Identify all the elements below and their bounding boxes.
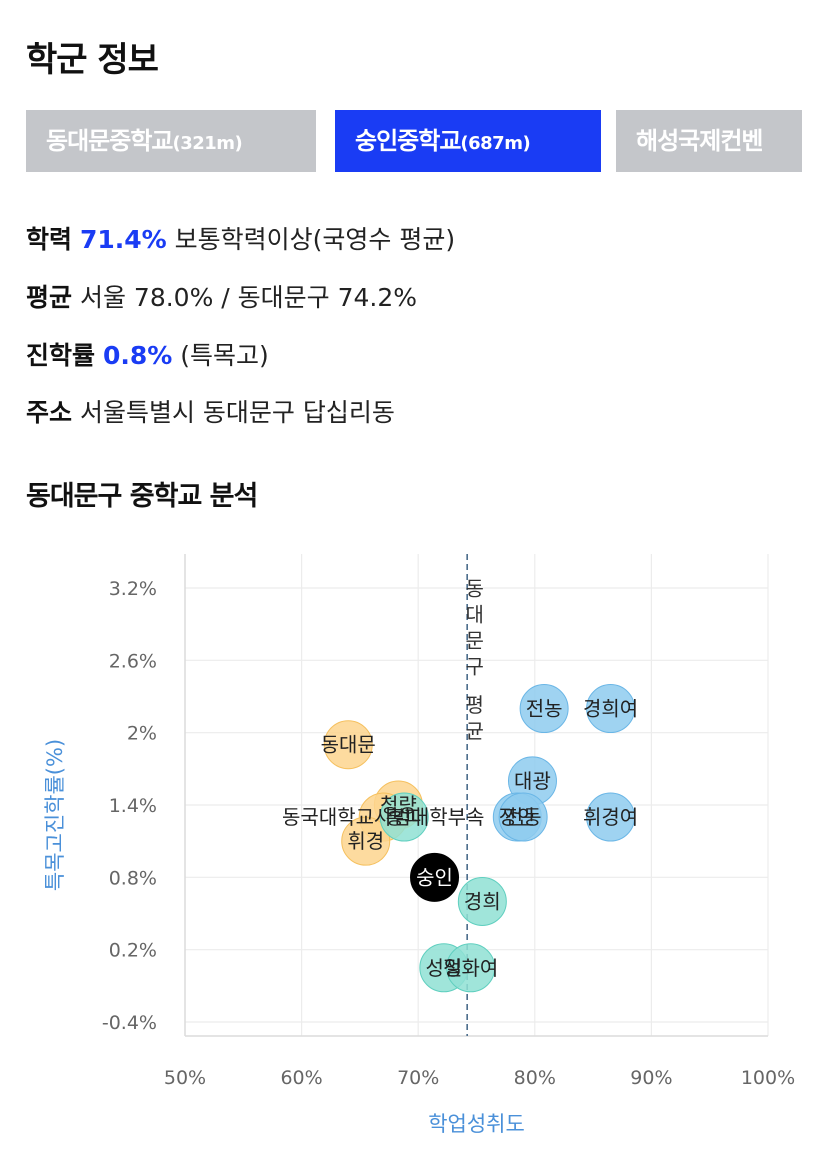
data-point[interactable] bbox=[341, 816, 391, 866]
data-point-label: 대광 bbox=[514, 769, 551, 793]
address-label: 주소 bbox=[26, 398, 73, 427]
data-point[interactable] bbox=[323, 720, 373, 770]
data-point[interactable] bbox=[519, 684, 569, 734]
data-point-label: 전동 bbox=[505, 805, 542, 829]
tab-haesung-international[interactable]: 해성국제컨벤 bbox=[616, 110, 802, 172]
y-tick-label: -0.4% bbox=[102, 1012, 157, 1034]
tab-dongdaemun-middle[interactable]: 동대문중학교(321m) bbox=[26, 110, 316, 172]
data-point[interactable] bbox=[498, 792, 548, 842]
data-point-label: 장안 bbox=[499, 805, 536, 829]
data-point-label: 홍파 bbox=[386, 805, 423, 829]
tab-school-name: 해성국제컨벤 bbox=[636, 127, 763, 155]
x-tick-label: 70% bbox=[397, 1067, 439, 1089]
y-tick-label: 3.2% bbox=[109, 578, 157, 600]
data-point-label: 경희여 bbox=[583, 697, 638, 721]
academic-desc: 보통학력이상(국영수 평균) bbox=[174, 225, 456, 254]
y-axis-title: 특목고진학률(%) bbox=[43, 739, 67, 891]
data-point-label: 숭인 bbox=[416, 865, 453, 889]
advancement-value: 0.8% bbox=[102, 341, 173, 370]
data-point[interactable] bbox=[446, 943, 496, 993]
address-row: 주소 서울특별시 동대문구 답십리동 bbox=[26, 393, 395, 429]
average-label: 평균 bbox=[26, 283, 73, 312]
section-title: 동대문구 중학교 분석 bbox=[26, 481, 258, 512]
data-point-label: 동국대학교사범대학부속 bbox=[282, 805, 484, 829]
academic-row: 학력 71.4% 보통학력이상(국영수 평균) bbox=[26, 220, 455, 256]
x-tick-label: 80% bbox=[514, 1067, 556, 1089]
data-point-label: 전농 bbox=[526, 697, 563, 721]
y-tick-label: 0.2% bbox=[109, 940, 157, 962]
tab-school-distance: (687m) bbox=[460, 133, 531, 154]
x-tick-label: 100% bbox=[741, 1067, 795, 1089]
x-tick-label: 50% bbox=[164, 1067, 206, 1089]
data-point-label: 정화여 bbox=[443, 956, 498, 980]
academic-value: 71.4% bbox=[79, 225, 167, 254]
tab-school-distance: (321m) bbox=[172, 133, 243, 154]
advancement-label: 진학률 bbox=[26, 341, 96, 370]
data-point-label: 성일 bbox=[425, 956, 462, 980]
school-tabs: 동대문중학교(321m) 숭인중학교(687m) 해성국제컨벤 bbox=[26, 110, 802, 172]
y-tick-label: 0.8% bbox=[109, 867, 157, 889]
data-point[interactable] bbox=[379, 792, 429, 842]
data-point[interactable] bbox=[410, 852, 460, 902]
district-average-label: 동대문구 평균 bbox=[461, 578, 485, 746]
data-point-label: 휘경 bbox=[347, 829, 384, 853]
data-point[interactable] bbox=[586, 792, 636, 842]
x-axis-title: 학업성취도 bbox=[428, 1112, 525, 1136]
tab-school-name: 숭인중학교 bbox=[355, 127, 461, 155]
advancement-row: 진학률 0.8% (특목고) bbox=[26, 336, 269, 372]
tab-sungin-middle[interactable]: 숭인중학교(687m) bbox=[335, 110, 601, 172]
average-text: 서울 78.0% / 동대문구 74.2% bbox=[79, 283, 418, 312]
data-point-label: 동대문 bbox=[321, 733, 376, 757]
data-point[interactable] bbox=[457, 876, 507, 926]
y-tick-label: 2% bbox=[127, 723, 157, 745]
address-text: 서울특별시 동대문구 답십리동 bbox=[79, 398, 395, 427]
advancement-desc: (특목고) bbox=[180, 341, 269, 370]
page-title: 학군 정보 bbox=[26, 40, 159, 80]
x-tick-label: 90% bbox=[630, 1067, 672, 1089]
y-tick-label: 1.4% bbox=[109, 795, 157, 817]
x-tick-label: 60% bbox=[280, 1067, 322, 1089]
academic-label: 학력 bbox=[26, 225, 73, 254]
data-point-label: 휘경여 bbox=[583, 805, 638, 829]
average-row: 평균 서울 78.0% / 동대문구 74.2% bbox=[26, 278, 417, 314]
data-point[interactable] bbox=[586, 684, 636, 734]
data-point-label: 경희 bbox=[464, 889, 501, 913]
y-tick-label: 2.6% bbox=[109, 650, 157, 672]
tab-school-name: 동대문중학교 bbox=[46, 127, 173, 155]
data-point-label: 청량 bbox=[380, 793, 417, 817]
